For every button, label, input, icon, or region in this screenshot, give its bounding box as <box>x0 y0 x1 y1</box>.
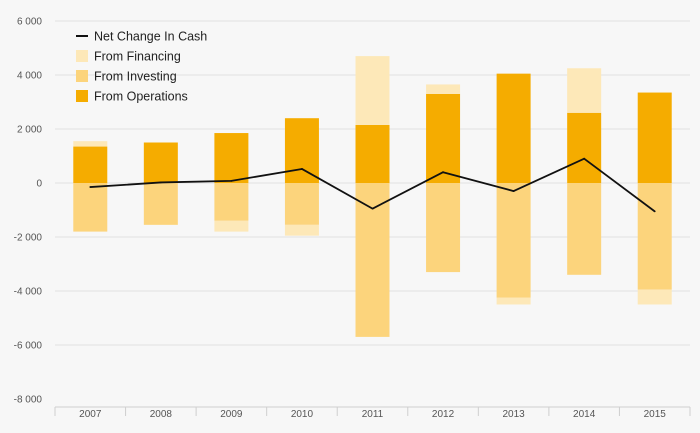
x-tick-label: 2015 <box>644 409 667 420</box>
bar-from-investing <box>73 183 108 232</box>
y-tick-label: 6 000 <box>17 17 42 28</box>
x-tick-label: 2011 <box>362 409 384 420</box>
legend-item: From Financing <box>76 50 181 64</box>
bar-from-investing <box>426 183 461 273</box>
legend-item: From Investing <box>76 70 177 84</box>
line-point <box>371 207 374 210</box>
bar-from-financing <box>355 56 390 125</box>
legend-item: From Operations <box>76 90 188 104</box>
y-tick-label: -2 000 <box>14 233 43 244</box>
bar-from-financing <box>284 224 319 236</box>
legend-item: Net Change In Cash <box>76 30 207 44</box>
bar-from-operations <box>73 146 108 183</box>
bar-marks <box>73 56 672 337</box>
bar-from-financing <box>73 141 108 147</box>
bar-from-operations <box>214 133 249 183</box>
bar-from-investing <box>637 183 672 290</box>
bar-from-operations <box>284 118 319 183</box>
legend: Net Change In Cash From Financing From Inv… <box>76 30 207 104</box>
bar-from-operations <box>567 112 602 183</box>
bar-from-operations <box>355 124 390 183</box>
x-axis: 2007 2008 2009 2010 2011 2012 2013 2014 2015 <box>54 406 691 420</box>
y-axis: -8 000 -6 000 -4 000 -2 000 0 2 000 4 000 6 000 <box>14 17 43 406</box>
line-point <box>301 168 303 170</box>
line-point <box>442 171 444 174</box>
y-tick-label: -6 000 <box>14 341 43 352</box>
line-point <box>583 157 586 160</box>
bar-from-financing <box>637 289 672 305</box>
x-tick-label: 2013 <box>502 409 525 420</box>
legend-label: From Operations <box>94 90 188 104</box>
bar-from-operations <box>426 93 461 183</box>
y-tick-label: 2 000 <box>17 125 42 136</box>
legend-swatch <box>76 50 88 62</box>
line-series <box>89 157 656 213</box>
x-tick-label: 2009 <box>220 409 243 420</box>
line-point <box>89 186 92 188</box>
bar-from-investing <box>214 183 249 221</box>
bar-from-financing <box>426 84 461 94</box>
bar-from-investing <box>284 183 319 225</box>
line-point <box>653 210 656 213</box>
y-tick-label: -8 000 <box>14 395 43 406</box>
x-tick-label: 2007 <box>79 409 102 420</box>
x-tick-label: 2014 <box>573 409 596 420</box>
y-tick-label: 0 <box>36 179 42 190</box>
bar-from-operations <box>637 92 672 183</box>
bar-from-financing <box>567 68 602 113</box>
line-point <box>230 179 233 182</box>
bar-from-investing <box>496 183 531 298</box>
x-tick-label: 2010 <box>291 409 314 420</box>
line-point <box>512 190 515 193</box>
y-tick-label: -4 000 <box>14 287 43 298</box>
bar-from-financing <box>214 220 249 232</box>
line-point <box>159 181 162 184</box>
bar-from-investing <box>355 183 390 337</box>
bar-from-investing <box>567 183 602 275</box>
bar-from-financing <box>496 297 531 305</box>
x-tick-label: 2008 <box>150 409 173 420</box>
legend-label: From Investing <box>94 70 177 84</box>
x-tick-label: 2012 <box>432 409 455 420</box>
y-tick-label: 4 000 <box>17 71 42 82</box>
bar-from-investing <box>143 183 178 225</box>
legend-label: From Financing <box>94 50 181 64</box>
bar-from-operations <box>496 73 531 183</box>
legend-swatch <box>76 90 88 102</box>
legend-swatch <box>76 70 88 82</box>
bar-from-operations <box>143 142 178 183</box>
legend-label: Net Change In Cash <box>94 30 207 44</box>
